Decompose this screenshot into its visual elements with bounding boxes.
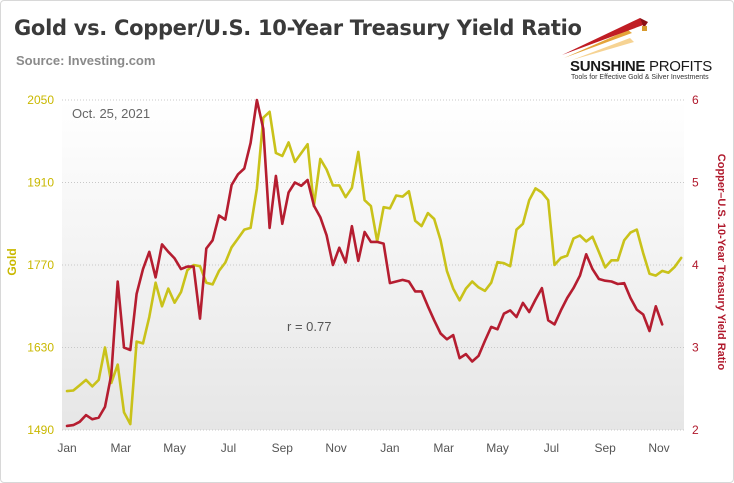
- x-tick-label: Jul: [221, 441, 236, 455]
- x-tick-label: Jan: [57, 441, 76, 455]
- left-tick-label: 1490: [27, 423, 54, 437]
- right-tick-label: 2: [692, 423, 699, 437]
- gold-series-line: [65, 110, 683, 426]
- logo-name: SUNSHINE PROFITS: [570, 58, 712, 75]
- right-tick-label: 5: [692, 176, 699, 190]
- left-tick-label: 1630: [27, 341, 54, 355]
- x-tick-label: Nov: [648, 441, 669, 455]
- left-tick-label: 2050: [27, 93, 54, 107]
- copper-yield-ratio-series-line: [65, 98, 664, 428]
- x-tick-label: Mar: [433, 441, 454, 455]
- plot-area: [62, 100, 684, 430]
- left-tick-label: 1910: [27, 176, 54, 190]
- x-axis-ticks: Jan Mar May Jul Sep Nov Jan Mar May Jul Sep Nov: [57, 441, 669, 455]
- right-axis-label: Copper–U.S. 10-Year Treasury Yield Ratio: [715, 154, 727, 371]
- chart-title: Gold vs. Copper/U.S. 10-Year Treasury Yi…: [14, 16, 582, 40]
- x-tick-label: Sep: [595, 441, 617, 455]
- correlation-annotation: r = 0.77: [287, 319, 331, 334]
- x-tick-label: Sep: [272, 441, 294, 455]
- right-tick-label: 3: [692, 341, 699, 355]
- logo-tagline: Tools for Effective Gold & Silver Invest…: [571, 74, 709, 81]
- date-annotation: Oct. 25, 2021: [72, 106, 150, 121]
- x-tick-label: May: [486, 441, 509, 455]
- left-axis-label: Gold: [5, 248, 19, 275]
- x-tick-label: May: [163, 441, 186, 455]
- chart-source: Source: Investing.com: [16, 53, 156, 68]
- right-axis-ticks: 2 3 4 5 6: [692, 93, 699, 437]
- right-tick-label: 6: [692, 93, 699, 107]
- x-tick-label: Jul: [544, 441, 559, 455]
- series-group: [65, 98, 683, 428]
- x-tick-label: Nov: [325, 441, 346, 455]
- left-tick-label: 1770: [27, 258, 54, 272]
- right-tick-label: 4: [692, 258, 699, 272]
- sunshine-profits-logo: [562, 18, 648, 60]
- left-axis-ticks: 1490 1630 1770 1910 2050: [27, 93, 54, 437]
- x-tick-label: Mar: [110, 441, 131, 455]
- x-tick-label: Jan: [380, 441, 399, 455]
